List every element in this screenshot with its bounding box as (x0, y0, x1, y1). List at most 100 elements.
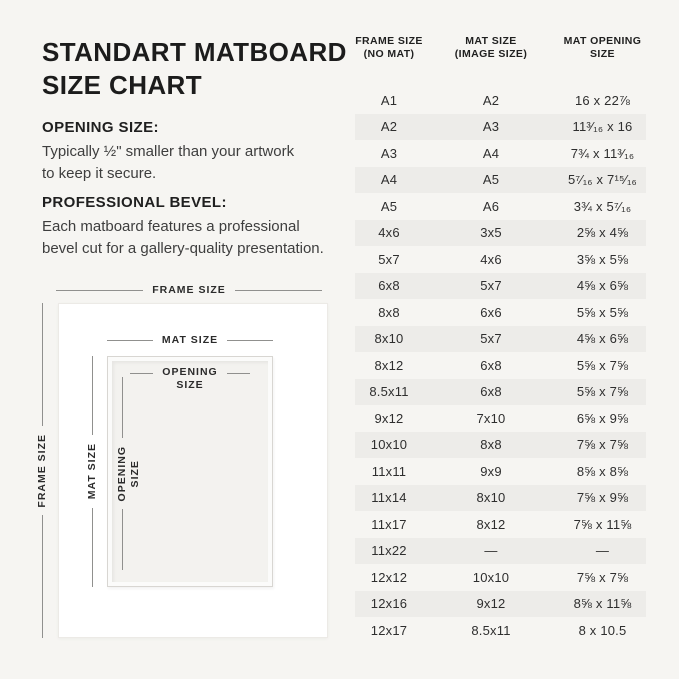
frame-size-value: 5x7 (378, 251, 400, 267)
mat-size-bottom-line (92, 507, 93, 588)
opening-size-right-line (226, 373, 250, 374)
frame-size-top-line (42, 303, 43, 426)
mat-size-value: — (484, 543, 498, 559)
table-row: 12x16 9x12 8⅝ x 11⅝ (355, 590, 646, 617)
opening-size-left-line (130, 373, 154, 374)
opening-size-section: OPENING SIZE: Typically ½" smaller than … (42, 119, 352, 185)
mat-size-value: 9x9 (480, 463, 502, 479)
table-row: 12x17 8.5x11 8 x 10.5 (355, 617, 646, 644)
table-row: A3 A4 7¾ x 11³⁄₁₆ (355, 140, 646, 167)
size-table-header: FRAME SIZE (NO MAT) MAT SIZE (IMAGE SIZE… (355, 35, 646, 61)
table-row: 8.5x11 6x8 5⅝ x 7⅝ (355, 378, 646, 405)
mat-size-top-label-group: MAT SIZE (107, 333, 274, 348)
mat-size-value: A6 (482, 198, 500, 214)
frame-size-value: 11x14 (371, 490, 407, 506)
frame-size-top-label-group: FRAME SIZE (56, 283, 322, 298)
frame-size-value: 6x8 (378, 278, 400, 294)
mat-opening-value: 8 x 10.5 (578, 622, 627, 638)
column-header-mat-size: MAT SIZE (IMAGE SIZE) (454, 35, 528, 60)
table-row: 10x10 8x8 7⅝ x 7⅝ (355, 431, 646, 458)
mat-size-left-line (107, 340, 153, 341)
column-header-frame-size: FRAME SIZE (NO MAT) (355, 35, 423, 60)
frame-size-value: 10x10 (370, 437, 408, 453)
frame-size-value: 9x12 (374, 410, 404, 426)
mat-opening-value: 16 x 22⅞ (574, 92, 631, 108)
mat-size-value: 8x12 (476, 516, 506, 532)
mat-size-value: 3x5 (480, 225, 502, 241)
frame-size-value: A3 (380, 145, 398, 161)
professional-bevel-heading: PROFESSIONAL BEVEL: (42, 194, 227, 211)
mat-size-value: 6x8 (480, 384, 502, 400)
table-row: A4 A5 5⁷⁄₁₆ x 7¹⁵⁄₁₆ (355, 166, 646, 193)
frame-size-label: FRAME SIZE (152, 284, 226, 296)
mat-opening-value: 7¾ x 11³⁄₁₆ (570, 145, 635, 161)
professional-bevel-description: Each matboard features a professional be… (42, 218, 324, 257)
mat-opening-value: 7⅝ x 9⅝ (576, 490, 629, 506)
mat-size-value: 6x8 (480, 357, 502, 373)
frame-size-right-line (234, 290, 322, 291)
mat-size-value: 8x10 (476, 490, 506, 506)
mat-size-value: A5 (482, 172, 500, 188)
frame-size-left-line (56, 290, 144, 291)
mat-size-value: 5x7 (480, 278, 502, 294)
frame-size-value: 12x12 (370, 569, 408, 585)
mat-opening-value: 7⅝ x 7⅝ (576, 569, 629, 585)
size-table-body: A1 A2 16 x 22⅞ A2 A3 11³⁄₁₆ x 16 A3 A4 7… (355, 87, 646, 644)
mat-opening-area (112, 361, 268, 582)
table-row: 8x8 6x6 5⅝ x 5⅝ (355, 299, 646, 326)
frame-size-value: A5 (380, 198, 398, 214)
mat-size-value: 8.5x11 (471, 622, 511, 638)
professional-bevel-section: PROFESSIONAL BEVEL: Each matboard featur… (42, 194, 352, 260)
matboard-diagram: FRAME SIZE FRAME SIZE MAT SIZE MAT SIZE … (36, 283, 336, 649)
opening-size-label: OPENING SIZE (162, 366, 218, 391)
frame-size-value: 11x22 (371, 543, 407, 559)
mat-opening-value: 6⅝ x 9⅝ (576, 410, 629, 426)
mat-opening-value: 2⅝ x 4⅝ (576, 225, 629, 241)
opening-size-top-line (122, 377, 123, 438)
mat-size-right-line (227, 340, 274, 341)
mat-size-vertical-label: MAT SIZE (86, 443, 98, 500)
table-row: A5 A6 3¾ x 5⁷⁄₁₆ (355, 193, 646, 220)
mat-box (107, 356, 273, 587)
mat-opening-value: 8⅝ x 11⅝ (573, 596, 632, 612)
frame-size-value: 8x8 (378, 304, 400, 320)
frame-size-value: 11x17 (371, 516, 407, 532)
table-row: 12x12 10x10 7⅝ x 7⅝ (355, 564, 646, 591)
mat-opening-value: 7⅝ x 7⅝ (576, 437, 629, 453)
table-row: 11x11 9x9 8⅝ x 8⅝ (355, 458, 646, 485)
frame-size-value: 8.5x11 (369, 384, 409, 400)
table-row: 9x12 7x10 6⅝ x 9⅝ (355, 405, 646, 432)
mat-opening-value: 5⅝ x 5⅝ (576, 304, 629, 320)
mat-opening-value: 11³⁄₁₆ x 16 (572, 119, 633, 135)
mat-size-value: 8x8 (480, 437, 502, 453)
frame-size-value: A4 (380, 172, 398, 188)
opening-size-heading: OPENING SIZE: (42, 119, 159, 136)
mat-size-value: 4x6 (480, 251, 502, 267)
table-row: A1 A2 16 x 22⅞ (355, 87, 646, 114)
table-row: 8x12 6x8 5⅝ x 7⅝ (355, 352, 646, 379)
mat-opening-value: 8⅝ x 8⅝ (576, 463, 629, 479)
table-row: 11x22 — — (355, 537, 646, 564)
opening-size-bottom-line (122, 509, 123, 570)
opening-size-description: Typically ½" smaller than your artwork t… (42, 143, 295, 182)
mat-size-side-label-group: MAT SIZE (86, 356, 99, 588)
table-row: 8x10 5x7 4⅝ x 6⅝ (355, 325, 646, 352)
mat-opening-value: 4⅝ x 6⅝ (576, 331, 629, 347)
mat-size-value: A2 (482, 92, 500, 108)
frame-size-value: 11x11 (371, 463, 407, 479)
table-row: 5x7 4x6 3⅝ x 5⅝ (355, 246, 646, 273)
column-header-mat-opening: MAT OPENING SIZE (563, 35, 642, 60)
mat-size-value: A4 (482, 145, 500, 161)
mat-opening-value: 3⅝ x 5⅝ (576, 251, 629, 267)
mat-opening-value: 3¾ x 5⁷⁄₁₆ (573, 198, 632, 214)
frame-size-value: A1 (380, 92, 398, 108)
mat-size-value: 5x7 (480, 331, 502, 347)
mat-size-value: 6x6 (480, 304, 502, 320)
frame-size-side-label-group: FRAME SIZE (36, 303, 49, 638)
mat-size-label: MAT SIZE (161, 334, 219, 346)
frame-size-value: 4x6 (378, 225, 400, 241)
table-row: 11x14 8x10 7⅝ x 9⅝ (355, 484, 646, 511)
mat-size-value: 7x10 (476, 410, 506, 426)
mat-opening-value: — (595, 543, 610, 559)
